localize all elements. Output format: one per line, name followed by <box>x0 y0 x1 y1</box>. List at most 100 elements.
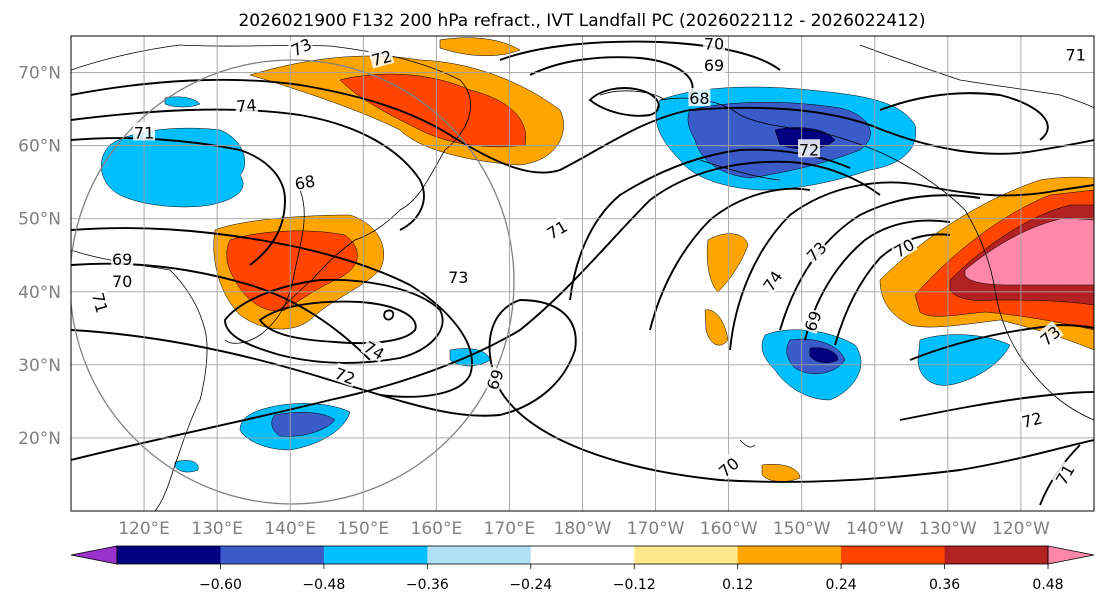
contour-line <box>649 187 811 331</box>
lat-label: 30°N <box>18 356 61 376</box>
contour-label-bg <box>447 267 470 286</box>
map-frame <box>70 35 1095 512</box>
contour-line <box>779 194 981 331</box>
contour-label-bg <box>713 452 743 481</box>
colorbar-bin <box>220 546 325 564</box>
contour-label-bg <box>757 266 786 295</box>
coast-chukotka <box>599 90 666 101</box>
contour-label: 72 <box>799 140 819 159</box>
ivt-shade-orange-patch-mid <box>704 309 729 346</box>
contour-line <box>71 78 1094 174</box>
colorbar-tick-label: 0.12 <box>722 577 753 593</box>
colorbar-bin <box>841 546 946 564</box>
contour-label-group: 68 <box>688 88 711 108</box>
contour-label-group: 73 <box>447 267 470 287</box>
contour-label-bg <box>1018 407 1045 431</box>
colorbar-tick-label: 0.24 <box>826 577 857 593</box>
contour-label-bg <box>703 36 726 52</box>
lon-label: 120°W <box>992 519 1050 539</box>
contour-line <box>529 56 694 96</box>
colorbar-tick-label: −0.60 <box>199 577 242 593</box>
contour-label-group: 70 <box>703 34 726 53</box>
contour-line <box>224 278 444 364</box>
contour-label-bg <box>368 45 395 69</box>
contour-label-bg <box>1035 320 1064 349</box>
contour-label: 70 <box>704 34 724 53</box>
contour-label: 68 <box>293 172 316 194</box>
contour-label-bg <box>481 365 507 393</box>
ivt-shade-navy-central <box>809 347 839 364</box>
contour-line <box>834 233 951 346</box>
contour-label-bg <box>688 88 711 107</box>
contour-label: 69 <box>112 250 132 269</box>
contour-line <box>729 181 1094 351</box>
contour-label: 74 <box>235 96 257 117</box>
colorbar-bin <box>634 546 739 564</box>
contour-line <box>588 87 660 117</box>
contour-label-bg <box>292 170 318 192</box>
colorbar-bin <box>737 546 842 564</box>
gridlines <box>71 36 1094 511</box>
contour-label-bg <box>111 248 134 267</box>
contour-line <box>879 92 1049 141</box>
contour-line <box>71 227 473 398</box>
range-circle <box>71 59 515 505</box>
contour-line <box>71 160 881 461</box>
contour-label-group: 72 <box>1018 407 1045 432</box>
contour-label-bg <box>1064 44 1087 63</box>
ivt-shade-blue-tiny <box>174 460 199 473</box>
contour-label: 71 <box>1066 45 1086 64</box>
lon-label: 140°W <box>846 519 904 539</box>
contour-line-center <box>383 309 395 321</box>
lon-label: 180°W <box>554 519 612 539</box>
colorbar-tick-label: 0.36 <box>929 577 960 593</box>
ivt-shade-orange-patch-south <box>761 464 801 482</box>
lon-label: 170°E <box>484 519 536 539</box>
contour-line <box>71 108 425 231</box>
longitude-labels: 120°E 130°E 140°E 150°E 160°E 170°E 180°W 170°W… <box>118 519 1050 539</box>
colorbar-bin <box>323 546 428 564</box>
colorbar-tick-label: 0.48 <box>1032 577 1063 593</box>
latitude-labels: 70°N 60°N 50°N 40°N 30°N 20°N <box>18 64 61 449</box>
contour-label: 72 <box>1020 408 1045 432</box>
colorbar-bin <box>944 546 1049 564</box>
contour-line <box>258 300 417 345</box>
contour-label: 72 <box>369 47 394 71</box>
contour-label-bg <box>234 94 259 115</box>
coast-east-asia <box>71 44 471 241</box>
lat-label: 20°N <box>18 429 61 449</box>
contour-label-bg <box>703 55 726 74</box>
colorbar-tick-label: −0.48 <box>302 577 345 593</box>
lon-label: 150°W <box>773 519 831 539</box>
contour-line <box>569 148 851 301</box>
contour-label: 70 <box>112 272 132 291</box>
colorbar-tick-label: −0.12 <box>613 577 656 593</box>
contour-line <box>899 391 1094 421</box>
lon-label: 130°E <box>191 519 243 539</box>
colorbar-extend-low <box>70 545 118 565</box>
contour-line <box>804 219 951 341</box>
colorbar-extend-high <box>1047 545 1095 565</box>
contour-label: 68 <box>689 89 709 108</box>
lon-label: 160°E <box>411 519 463 539</box>
contour-label-bg <box>801 236 830 266</box>
contour-line <box>909 324 1094 361</box>
contour-label-bg <box>286 36 315 59</box>
contour-label: 69 <box>704 56 724 75</box>
contour-label-group: 69 <box>111 248 134 269</box>
contour-label-bg <box>360 336 389 363</box>
contour-line <box>71 299 1094 483</box>
contour-label-group: 69 <box>703 55 726 75</box>
contour-label: 71 <box>88 291 112 316</box>
lon-label: 150°E <box>337 519 389 539</box>
coast-aleutians <box>699 159 781 181</box>
lon-label: 170°W <box>627 519 685 539</box>
lon-label: 140°E <box>264 519 316 539</box>
contour-label-group: 71 <box>1064 44 1087 64</box>
contour-label: 73 <box>448 268 468 287</box>
contour-label-group: 72 <box>331 362 359 389</box>
lat-label: 50°N <box>18 210 61 230</box>
coast-north-america <box>659 97 1094 421</box>
contour-label-bg <box>798 139 821 158</box>
colorbar-bin <box>530 546 635 564</box>
